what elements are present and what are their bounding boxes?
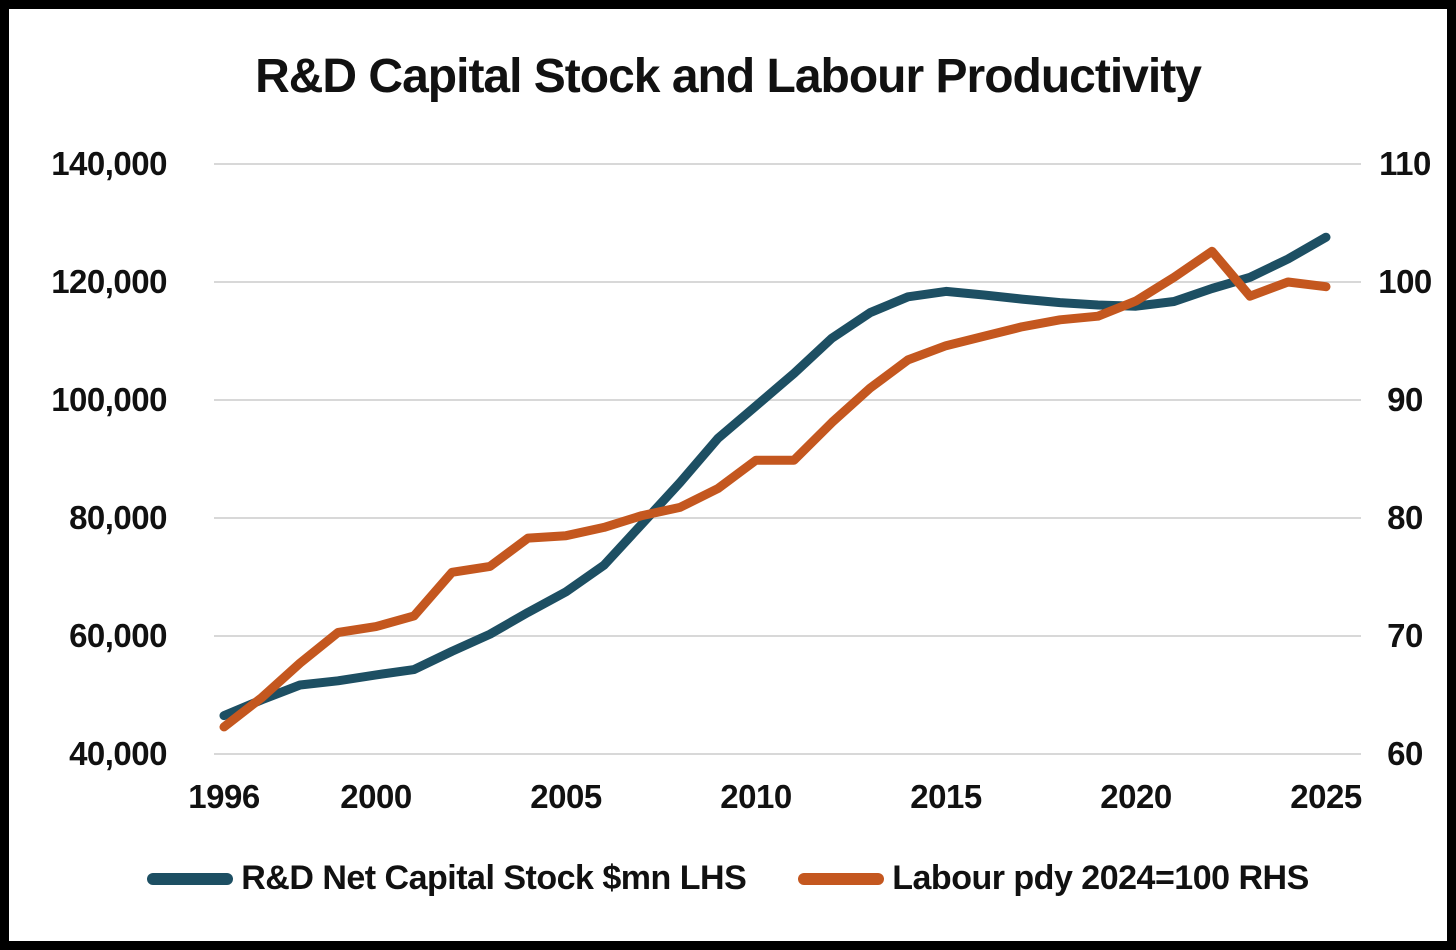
y-right-tick-70: 70 xyxy=(1387,617,1423,654)
y-left-tick-100,000: 100,000 xyxy=(51,381,167,418)
legend-item-rd-net-capital-stock: R&D Net Capital Stock $mn LHS xyxy=(147,859,747,898)
gridlines xyxy=(214,163,1361,755)
y-left-tick-80,000: 80,000 xyxy=(69,499,167,536)
legend: R&D Net Capital Stock $mn LHS Labour pdy… xyxy=(9,859,1447,898)
chart-title: R&D Capital Stock and Labour Productivit… xyxy=(255,50,1202,103)
legend-item-labour-pdy: Labour pdy 2024=100 RHS xyxy=(798,859,1309,898)
legend-swatch-orange-line xyxy=(798,872,885,885)
y-right-tick-80: 80 xyxy=(1387,499,1423,536)
y-right-tick-110: 110 xyxy=(1379,145,1431,182)
y-left-tick-120,000: 120,000 xyxy=(51,263,167,300)
x-tick-2015: 2015 xyxy=(910,778,982,815)
y-left-tick-40,000: 40,000 xyxy=(69,735,167,772)
y-left-tick-60,000: 60,000 xyxy=(69,617,167,654)
legend-label-rd-net-capital-stock: R&D Net Capital Stock $mn LHS xyxy=(241,859,747,897)
x-tick-2000: 2000 xyxy=(340,778,412,815)
plot-area xyxy=(214,163,1361,755)
series-labour-productivity-line xyxy=(219,246,1331,732)
legend-label-labour-pdy: Labour pdy 2024=100 RHS xyxy=(892,859,1309,897)
x-tick-2025: 2025 xyxy=(1290,778,1362,815)
x-tick-2020: 2020 xyxy=(1100,778,1172,815)
y-right-tick-100: 100 xyxy=(1378,263,1432,300)
x-tick-2010: 2010 xyxy=(720,778,792,815)
x-tick-1996: 1996 xyxy=(188,778,260,815)
series-rd-net-capital-stock-line xyxy=(219,232,1331,721)
y-left-tick-140,000: 140,000 xyxy=(51,145,167,182)
legend-swatch-blue-line xyxy=(147,872,234,885)
x-tick-2005: 2005 xyxy=(530,778,602,815)
y-right-tick-60: 60 xyxy=(1387,735,1423,772)
y-right-tick-90: 90 xyxy=(1387,381,1423,418)
